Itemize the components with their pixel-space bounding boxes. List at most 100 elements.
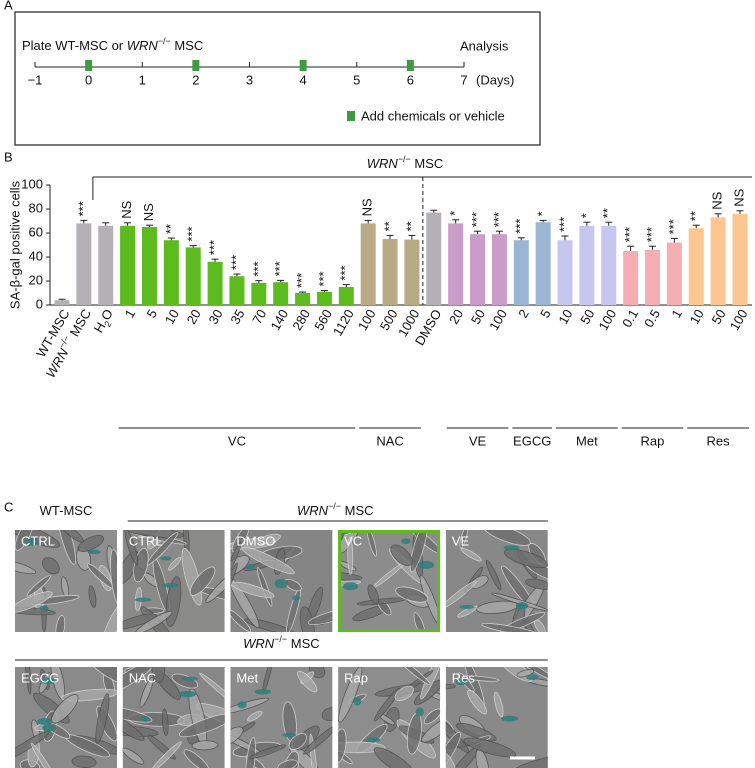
cell — [445, 731, 461, 768]
y-tick-label: 20 — [29, 272, 43, 287]
stained-cell — [526, 674, 539, 681]
stained-cell — [342, 582, 359, 591]
micrograph — [230, 530, 333, 632]
stained-cell — [455, 678, 468, 686]
significance-label: *** — [207, 240, 222, 255]
x-tick-label: 140 — [267, 307, 291, 333]
image-label: VE — [452, 533, 470, 548]
stained-cell — [181, 676, 199, 681]
cell — [419, 574, 441, 627]
image-group-header: WT-MSC — [40, 503, 93, 518]
significance-label: ** — [403, 221, 418, 231]
image-label: Met — [236, 670, 258, 685]
treatment-marker — [406, 60, 414, 71]
cell — [199, 672, 225, 710]
cell — [122, 710, 145, 741]
image-label: DMSO — [236, 533, 275, 548]
cell — [230, 541, 242, 582]
x-tick-label: 10 — [687, 307, 707, 327]
stained-cell — [237, 701, 247, 709]
timeline-tick-label: 1 — [139, 72, 146, 87]
stained-cell — [274, 578, 288, 589]
cell — [395, 667, 431, 686]
group-label: Res — [707, 433, 731, 448]
panel-label: C — [4, 499, 13, 514]
group-label: VE — [469, 433, 487, 448]
cell — [122, 747, 145, 765]
cell — [26, 575, 51, 597]
x-tick-label: 0.5 — [641, 307, 663, 330]
y-tick-label: 60 — [29, 224, 43, 239]
stained-cell — [42, 724, 56, 732]
significance-label: ** — [600, 208, 615, 218]
significance-label: * — [578, 213, 593, 218]
bar — [666, 242, 682, 305]
text-part: MSC — [287, 636, 320, 651]
micrograph — [15, 530, 117, 632]
cell — [124, 530, 139, 565]
significance-label: *** — [513, 219, 528, 234]
cell — [230, 576, 260, 629]
cell — [338, 667, 363, 723]
superscript: −/− — [158, 36, 171, 46]
treatment-marker — [299, 60, 307, 71]
significance-label: *** — [644, 227, 659, 242]
image-label: CTRL — [21, 533, 55, 548]
cell — [59, 530, 84, 543]
stained-cell — [459, 604, 475, 609]
x-tick-label: 50 — [577, 307, 597, 327]
micrograph — [445, 530, 548, 632]
cell — [366, 530, 377, 557]
micrograph — [338, 530, 441, 632]
significance-label: *** — [294, 273, 309, 288]
significance-label: ** — [688, 211, 703, 221]
stained-cell — [292, 595, 301, 601]
significance-label: *** — [228, 255, 243, 270]
stained-cell — [254, 688, 271, 695]
y-tick-label: 100 — [21, 176, 43, 191]
stained-cell — [417, 560, 435, 569]
group-label: NAC — [376, 433, 403, 448]
bar — [295, 293, 311, 305]
cell — [445, 684, 456, 690]
significance-label: * — [535, 211, 550, 216]
stained-cell — [178, 690, 197, 698]
timeline-tick-label: 7 — [460, 72, 467, 87]
image-label: CTRL — [129, 533, 163, 548]
micrograph — [230, 667, 333, 768]
cell — [512, 754, 548, 768]
stained-cell — [161, 583, 179, 588]
bar — [601, 225, 617, 305]
timeline-tick-label: 5 — [353, 72, 360, 87]
x-tick-label: 1 — [122, 307, 139, 321]
cell — [15, 591, 53, 614]
cell — [445, 580, 477, 610]
stained-cell — [401, 538, 411, 545]
stained-cell — [159, 556, 172, 561]
text-part: WT-MSC — [40, 503, 93, 518]
x-tick-label: 2 — [515, 307, 532, 321]
bar — [491, 234, 507, 305]
bar — [76, 223, 92, 305]
cell — [390, 544, 413, 567]
cell — [288, 733, 308, 750]
bar — [185, 247, 201, 305]
cell — [95, 693, 110, 744]
image-label: Res — [452, 670, 476, 685]
bar — [623, 251, 639, 305]
timeline-tick-label: −1 — [28, 72, 43, 87]
x-tick-label: 280 — [289, 307, 313, 333]
significance-label: NS — [141, 203, 156, 221]
cell — [395, 586, 429, 603]
text-part: MSC — [171, 38, 204, 53]
cell — [139, 676, 154, 708]
cell — [373, 687, 401, 722]
x-tick-label: 100 — [727, 307, 751, 333]
cell — [15, 730, 50, 763]
y-axis-label: SA-β-gal positive cells — [7, 180, 22, 309]
micrograph — [15, 667, 117, 768]
cell — [15, 530, 34, 551]
x-tick-label: 50 — [468, 307, 488, 327]
bar — [448, 223, 464, 305]
significance-label: *** — [556, 217, 571, 232]
